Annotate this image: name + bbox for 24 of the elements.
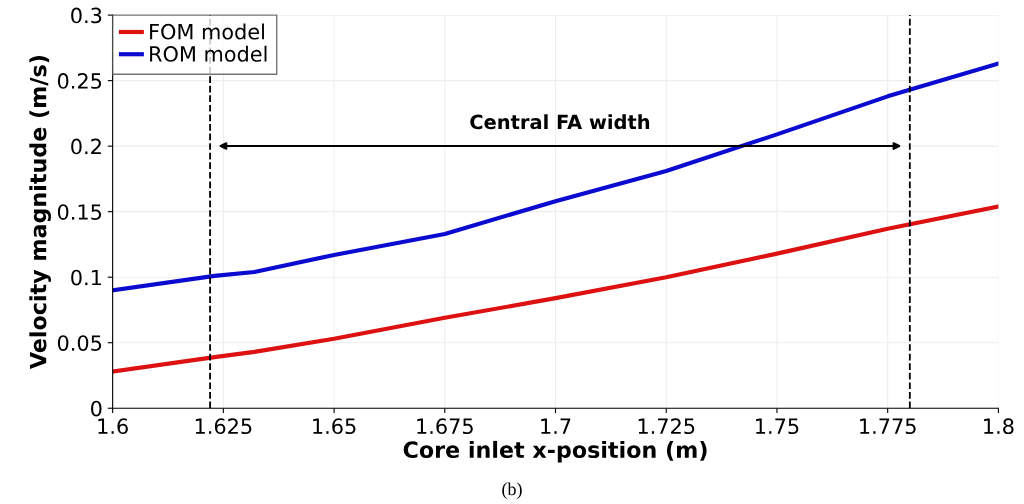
y-tick-label: 0.25 xyxy=(57,73,102,89)
line-series xyxy=(112,204,999,374)
x-tick-label: 1.65 xyxy=(313,418,356,435)
x-tick-label: 1.6 xyxy=(98,418,128,435)
legend-label: FOM model xyxy=(150,23,264,40)
x-tick-label: 1.725 xyxy=(638,418,695,435)
y-tick-label: 0 xyxy=(91,400,102,417)
line-series xyxy=(112,61,999,293)
legend-label: ROM model xyxy=(150,45,267,62)
x-tick-label: 1.75 xyxy=(756,418,799,435)
y-tick-label: 0.3 xyxy=(71,7,102,24)
text: (b) xyxy=(502,482,522,499)
y-tick-label: 0.2 xyxy=(71,138,101,155)
x-tick-label: 1.775 xyxy=(860,418,916,435)
x-tick-label: 1.625 xyxy=(195,418,252,435)
y-tick-label: 0.15 xyxy=(57,204,102,220)
y-axis-title: Velocity magnitude (m/s) xyxy=(29,56,51,370)
x-axis-title: Core inlet x-position (m) xyxy=(403,440,707,463)
annotation: Central FA width xyxy=(470,114,650,130)
x-tick-label: 1.675 xyxy=(417,418,473,435)
x-tick-label: 1.8 xyxy=(984,418,1014,435)
y-tick-label: 0.1 xyxy=(71,269,101,286)
x-tick-label: 1.7 xyxy=(541,418,571,434)
y-tick-label: 0.05 xyxy=(57,335,102,351)
